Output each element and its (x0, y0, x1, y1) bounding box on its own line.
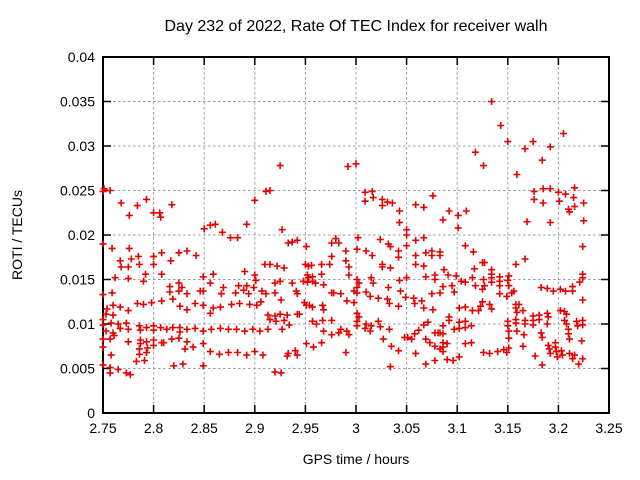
svg-text:3.25: 3.25 (595, 420, 622, 436)
x-tick-labels: 2.75 2.8 2.85 2.9 2.95 3 3.05 3.1 3.15 3.2 3.25 (89, 420, 622, 436)
svg-text:2.8: 2.8 (144, 420, 164, 436)
svg-text:2.95: 2.95 (292, 420, 319, 436)
svg-text:0: 0 (87, 405, 95, 421)
svg-text:3.15: 3.15 (494, 420, 521, 436)
svg-text:0.015: 0.015 (60, 272, 95, 288)
svg-text:0.02: 0.02 (68, 227, 95, 243)
y-tick-labels: 0 0.005 0.01 0.015 0.02 0.025 0.03 0.035 0.04 (60, 49, 95, 421)
svg-text:0.025: 0.025 (60, 183, 95, 199)
svg-text:0.005: 0.005 (60, 361, 95, 377)
svg-text:3.05: 3.05 (393, 420, 420, 436)
svg-text:3.2: 3.2 (549, 420, 569, 436)
plot-border (102, 56, 610, 414)
svg-text:2.85: 2.85 (191, 420, 218, 436)
svg-text:0.035: 0.035 (60, 94, 95, 110)
svg-text:0.03: 0.03 (68, 138, 95, 154)
x-axis-label: GPS time / hours (302, 451, 410, 467)
svg-text:2.9: 2.9 (245, 420, 265, 436)
gridlines (103, 57, 609, 413)
chart-title: Day 232 of 2022, Rate Of TEC Index for r… (164, 18, 548, 35)
svg-text:3: 3 (352, 420, 360, 436)
svg-text:3.1: 3.1 (447, 420, 467, 436)
svg-text:0.04: 0.04 (68, 49, 95, 65)
scatter-points (99, 98, 588, 379)
svg-text:0.01: 0.01 (68, 316, 95, 332)
svg-text:2.75: 2.75 (89, 420, 116, 436)
